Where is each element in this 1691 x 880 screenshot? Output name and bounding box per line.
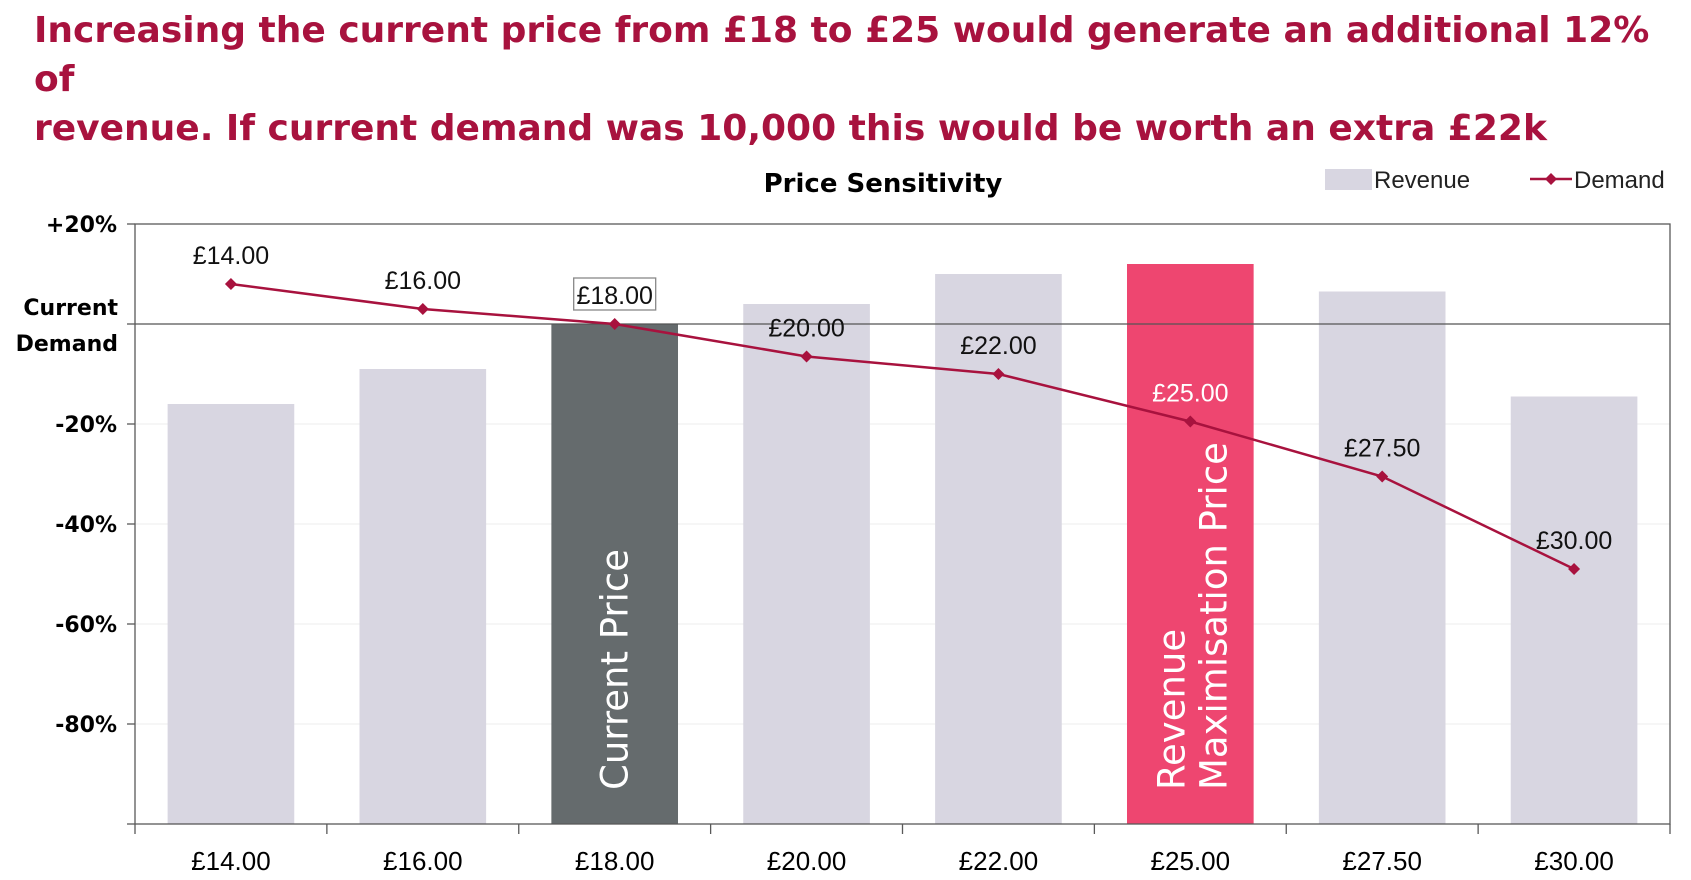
demand-line-series (224, 278, 1581, 575)
legend-demand-label: Demand (1574, 167, 1665, 194)
revenue-bar-2750 (1318, 291, 1446, 824)
y-tick-label-current: Current (23, 296, 118, 321)
y-tick-label: -20% (55, 413, 117, 438)
chart-title: Price Sensitivity (764, 169, 1003, 199)
y-tick-label-demand: Demand (16, 332, 118, 357)
demand-marker (1568, 563, 1581, 575)
x-tick-label: £14.00 (191, 846, 271, 876)
revenue-bar-2200 (935, 274, 1062, 824)
demand-data-labels: £14.00 £16.00 £18.00 £20.00 £22.00 £25.00 £27.… (193, 242, 1613, 555)
revenue-maximisation-annotation-line-1: Revenue (1150, 629, 1193, 790)
demand-data-label: £18.00 (576, 282, 652, 310)
demand-marker (224, 278, 237, 290)
headline-line-2: revenue. If current demand was 10,000 th… (34, 108, 1547, 149)
demand-marker (992, 368, 1005, 380)
demand-data-label: £25.00 (1152, 380, 1228, 408)
revenue-bars (167, 264, 1638, 824)
headline: Increasing the current price from £18 to… (34, 6, 1674, 153)
revenue-bar-1600 (359, 369, 487, 824)
revenue-bar-2000 (743, 304, 870, 824)
x-tick-label: £22.00 (959, 846, 1039, 876)
headline-line-1: Increasing the current price from £18 to… (34, 10, 1650, 100)
legend-revenue-swatch (1325, 169, 1372, 190)
demand-marker (1184, 415, 1197, 428)
y-tick-label: -40% (55, 513, 117, 538)
x-tick-label: £20.00 (767, 846, 847, 876)
revenue-bar-1800 (551, 324, 679, 824)
demand-data-label: £27.50 (1344, 435, 1420, 463)
y-tick-label: +20% (46, 213, 117, 238)
y-tick-label: -80% (55, 713, 117, 738)
demand-marker (416, 303, 429, 315)
revenue-bar-3000 (1510, 396, 1638, 824)
demand-line (230, 282, 1575, 571)
demand-data-label: £16.00 (385, 267, 461, 295)
current-price-label-box (573, 277, 657, 311)
demand-data-label: £30.00 (1536, 527, 1612, 555)
x-tick-label: £30.00 (1534, 846, 1614, 876)
x-tick-label: £16.00 (383, 846, 463, 876)
legend: Revenue Demand (1325, 167, 1665, 194)
legend-demand-marker (1545, 173, 1557, 185)
demand-marker (1376, 470, 1389, 483)
legend-revenue-label: Revenue (1374, 167, 1470, 194)
demand-data-label: £20.00 (768, 315, 844, 343)
current-price-annotation: Current Price (594, 549, 637, 790)
revenue-bar-2500 (1126, 264, 1254, 824)
demand-data-label: £22.00 (960, 332, 1036, 360)
demand-marker (608, 318, 621, 330)
demand-marker (800, 350, 813, 363)
bar-annotations: Current Price Revenue Maximisation Price (594, 442, 1236, 790)
revenue-maximisation-annotation-line-2: Maximisation Price (1192, 442, 1235, 790)
x-tick-label: £18.00 (575, 846, 655, 876)
y-tick-label: -60% (55, 613, 117, 638)
x-tick-label: £25.00 (1151, 846, 1231, 876)
revenue-bar-1400 (167, 404, 295, 824)
x-tick-label: £27.50 (1342, 846, 1422, 876)
demand-data-label: £14.00 (193, 242, 269, 270)
